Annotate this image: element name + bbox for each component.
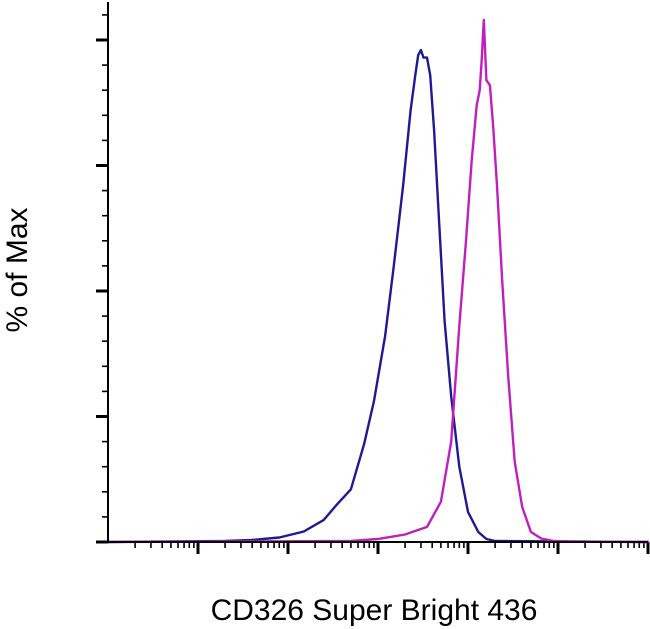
y-axis-label: % of Max	[1, 207, 34, 332]
series-line-1	[106, 48, 650, 544]
series-line-2	[106, 18, 650, 544]
x-axis-label: CD326 Super Bright 436	[211, 594, 538, 627]
plot-frame	[107, 2, 648, 543]
plot-area	[106, 18, 650, 544]
axis-ticks	[96, 14, 650, 554]
